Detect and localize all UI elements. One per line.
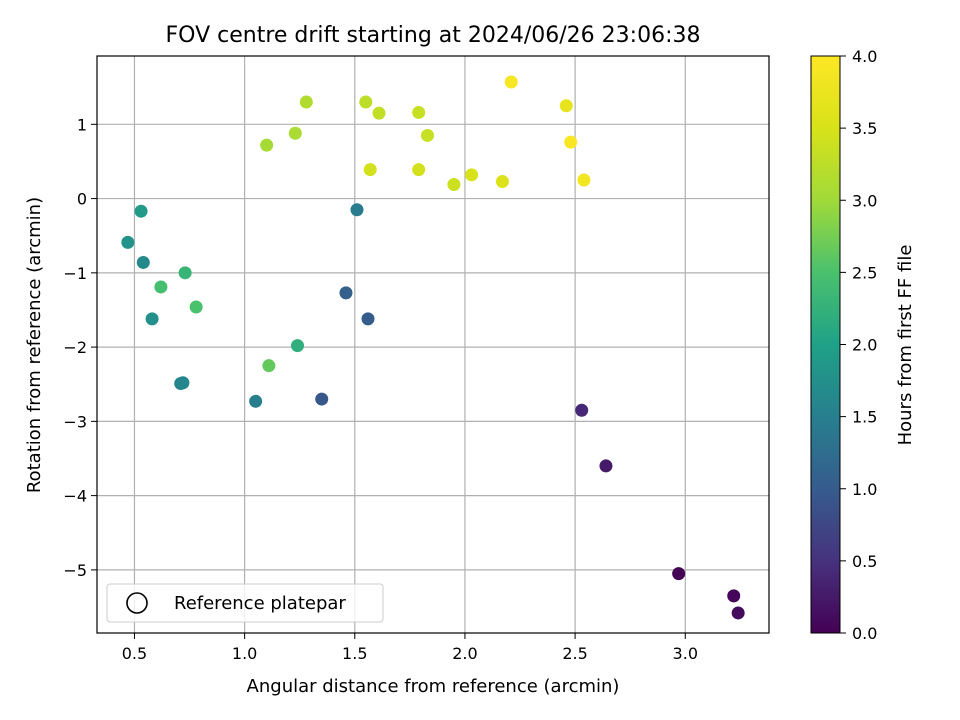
colorbar-tick-label: 4.0 — [852, 47, 877, 66]
y-tick-label: 1 — [77, 115, 87, 134]
data-point — [176, 376, 190, 390]
colorbar: 0.0 0.5 1.0 1.5 2.0 2.5 3.0 3.5 4.0 Hours from f… — [810, 47, 916, 643]
data-point — [359, 95, 373, 109]
colorbar-tick-label: 3.0 — [852, 191, 877, 210]
x-tick-label: 2.5 — [562, 644, 587, 663]
data-point — [299, 95, 313, 109]
x-tick-label: 1.0 — [232, 644, 257, 663]
colorbar-tick-label: 2.5 — [852, 263, 877, 282]
chart-title: FOV centre drift starting at 2024/06/26 … — [166, 23, 701, 48]
grid-lines — [97, 56, 769, 633]
colorbar-gradient — [810, 55, 841, 634]
data-point — [412, 163, 426, 177]
legend-entry-reference-platepar: Reference platepar — [174, 593, 346, 614]
colorbar-ticks: 0.0 0.5 1.0 1.5 2.0 2.5 3.0 3.5 4.0 — [840, 47, 877, 643]
y-tick-label: −1 — [63, 264, 87, 283]
colorbar-tick-label: 0.0 — [852, 624, 877, 643]
legend-marker-open-circle — [126, 592, 148, 614]
legend: Reference platepar — [106, 583, 384, 623]
x-axis-label: Angular distance from reference (arcmin) — [247, 676, 620, 697]
y-tick-label: −3 — [63, 412, 87, 431]
data-point — [262, 359, 276, 373]
colorbar-label: Hours from first FF file — [895, 245, 916, 446]
data-point — [363, 163, 377, 177]
colorbar-tick-label: 2.0 — [852, 336, 877, 355]
y-tick-label: −5 — [63, 561, 87, 580]
data-point — [412, 105, 426, 119]
data-point — [575, 403, 589, 417]
data-point — [465, 168, 479, 182]
colorbar-tick-label: 3.5 — [852, 119, 877, 138]
plot-frame — [96, 55, 770, 634]
colorbar-tick-label: 1.0 — [852, 480, 877, 499]
y-axis-label: Rotation from reference (arcmin) — [24, 197, 45, 493]
data-point — [121, 235, 135, 249]
data-point — [350, 203, 364, 217]
data-point — [260, 138, 274, 152]
data-point — [372, 106, 386, 120]
x-tick-label: 1.5 — [342, 644, 367, 663]
data-point — [290, 339, 304, 353]
x-tick-label: 3.0 — [673, 644, 698, 663]
y-tick-label: −2 — [63, 338, 87, 357]
data-point — [727, 589, 741, 603]
data-point — [288, 126, 302, 140]
data-point — [731, 606, 745, 620]
legend-box — [106, 583, 384, 623]
data-point — [577, 173, 591, 187]
data-point — [154, 280, 168, 294]
data-point — [134, 204, 148, 218]
data-point — [599, 459, 613, 473]
y-axis-ticks: 1 0 −1 −2 −3 −4 −5 — [63, 115, 97, 580]
data-point — [178, 266, 192, 280]
x-tick-label: 0.5 — [122, 644, 147, 663]
y-tick-label: 0 — [77, 190, 87, 209]
x-axis-ticks: 0.5 1.0 1.5 2.0 2.5 3.0 — [122, 633, 698, 663]
data-point — [672, 567, 686, 581]
data-point — [504, 75, 518, 89]
data-point — [447, 177, 461, 191]
data-point — [420, 128, 434, 142]
colorbar-tick-label: 0.5 — [852, 552, 877, 571]
x-tick-label: 2.0 — [452, 644, 477, 663]
data-point — [495, 174, 509, 188]
y-tick-label: −4 — [63, 487, 87, 506]
data-point — [189, 300, 203, 314]
data-point — [559, 99, 573, 113]
data-point — [145, 312, 159, 326]
data-point — [564, 135, 578, 149]
colorbar-tick-label: 1.5 — [852, 408, 877, 427]
data-point — [315, 392, 329, 406]
data-point — [339, 286, 353, 300]
data-point — [136, 255, 150, 269]
scatter-points — [121, 75, 745, 620]
data-point — [249, 394, 263, 408]
data-point — [361, 312, 375, 326]
